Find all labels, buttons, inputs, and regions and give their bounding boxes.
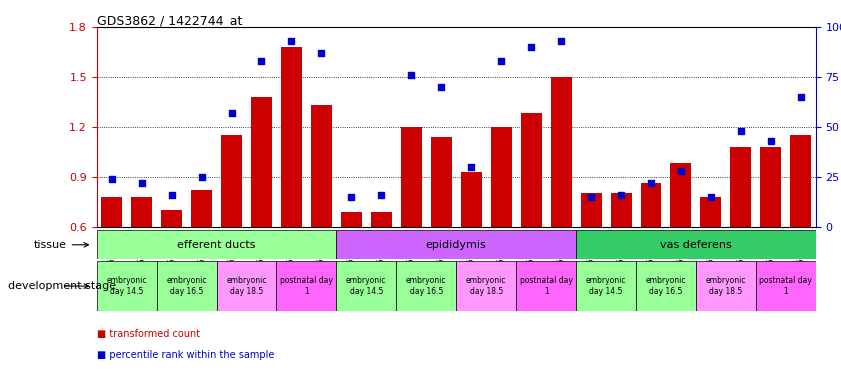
Bar <box>551 77 572 227</box>
Bar <box>101 197 122 227</box>
Bar <box>490 127 511 227</box>
Bar <box>730 147 751 227</box>
Bar <box>341 212 362 227</box>
Text: embryonic
day 14.5: embryonic day 14.5 <box>107 276 147 296</box>
Text: ■ percentile rank within the sample: ■ percentile rank within the sample <box>97 350 274 360</box>
Bar <box>576 230 816 259</box>
Point <box>794 94 807 100</box>
Point <box>614 192 627 198</box>
Point <box>495 58 508 64</box>
Point <box>135 180 148 186</box>
Point <box>195 174 209 180</box>
Bar <box>251 97 272 227</box>
Bar <box>396 261 456 311</box>
Point <box>165 192 178 198</box>
Bar <box>156 261 216 311</box>
Point <box>554 38 568 44</box>
Point <box>644 180 658 186</box>
Bar <box>217 261 277 311</box>
Text: embryonic
day 16.5: embryonic day 16.5 <box>646 276 686 296</box>
Bar <box>611 193 632 227</box>
Text: postnatal day
1: postnatal day 1 <box>280 276 333 296</box>
Bar <box>311 105 332 227</box>
Point <box>105 175 119 182</box>
Text: postnatal day
1: postnatal day 1 <box>520 276 573 296</box>
Bar <box>641 183 662 227</box>
Bar <box>461 172 482 227</box>
Bar <box>580 193 601 227</box>
Point <box>225 110 238 116</box>
Bar <box>636 261 696 311</box>
Text: efferent ducts: efferent ducts <box>177 240 256 250</box>
Point <box>285 38 299 44</box>
Bar <box>371 212 392 227</box>
Text: embryonic
day 14.5: embryonic day 14.5 <box>346 276 387 296</box>
Bar <box>336 261 396 311</box>
Point <box>345 194 358 200</box>
Point <box>764 137 778 144</box>
Bar <box>281 47 302 227</box>
Text: tissue: tissue <box>34 240 88 250</box>
Bar <box>401 127 422 227</box>
Text: embryonic
day 18.5: embryonic day 18.5 <box>706 276 746 296</box>
Bar <box>336 230 576 259</box>
Text: development stage: development stage <box>8 281 117 291</box>
Text: GDS3862 / 1422744_at: GDS3862 / 1422744_at <box>97 14 242 27</box>
Bar <box>701 197 722 227</box>
Point <box>525 44 538 50</box>
Text: embryonic
day 16.5: embryonic day 16.5 <box>167 276 207 296</box>
Bar <box>756 261 816 311</box>
Text: ■ transformed count: ■ transformed count <box>97 329 200 339</box>
Point <box>734 127 748 134</box>
Text: epididymis: epididymis <box>426 240 487 250</box>
Text: embryonic
day 14.5: embryonic day 14.5 <box>586 276 627 296</box>
Point <box>405 72 418 78</box>
Text: vas deferens: vas deferens <box>660 240 732 250</box>
Text: embryonic
day 16.5: embryonic day 16.5 <box>406 276 447 296</box>
Bar <box>97 261 156 311</box>
Bar <box>521 113 542 227</box>
Point <box>374 192 388 198</box>
Bar <box>791 135 812 227</box>
Point <box>315 50 328 56</box>
Point <box>704 194 717 200</box>
Point <box>435 84 448 90</box>
Bar <box>516 261 576 311</box>
Bar <box>760 147 781 227</box>
Point <box>584 194 598 200</box>
Bar <box>670 163 691 227</box>
Bar <box>161 210 182 227</box>
Point <box>674 167 688 174</box>
Bar <box>431 137 452 227</box>
Bar <box>456 261 516 311</box>
Bar <box>191 190 212 227</box>
Text: postnatal day
1: postnatal day 1 <box>759 276 812 296</box>
Bar <box>696 261 756 311</box>
Bar <box>576 261 636 311</box>
Point <box>464 164 478 170</box>
Bar <box>277 261 336 311</box>
Bar <box>131 197 152 227</box>
Point <box>255 58 268 64</box>
Bar <box>221 135 242 227</box>
Text: embryonic
day 18.5: embryonic day 18.5 <box>226 276 267 296</box>
Text: embryonic
day 18.5: embryonic day 18.5 <box>466 276 506 296</box>
Bar <box>97 230 336 259</box>
